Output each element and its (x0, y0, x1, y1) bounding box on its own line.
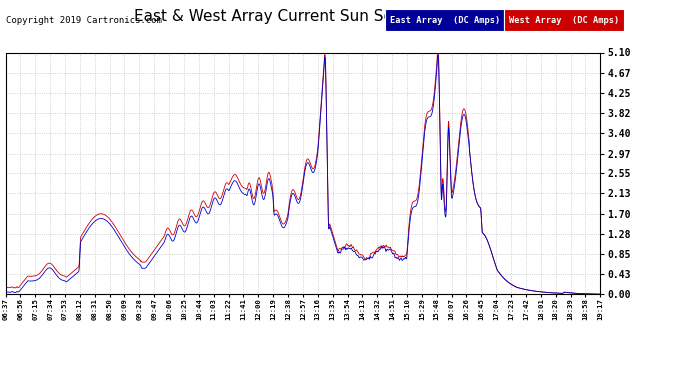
Text: West Array  (DC Amps): West Array (DC Amps) (509, 16, 619, 25)
Text: East & West Array Current Sun Sep 1 19:27: East & West Array Current Sun Sep 1 19:2… (135, 9, 466, 24)
Text: East Array  (DC Amps): East Array (DC Amps) (390, 16, 500, 25)
Text: Copyright 2019 Cartronics.com: Copyright 2019 Cartronics.com (6, 16, 161, 25)
